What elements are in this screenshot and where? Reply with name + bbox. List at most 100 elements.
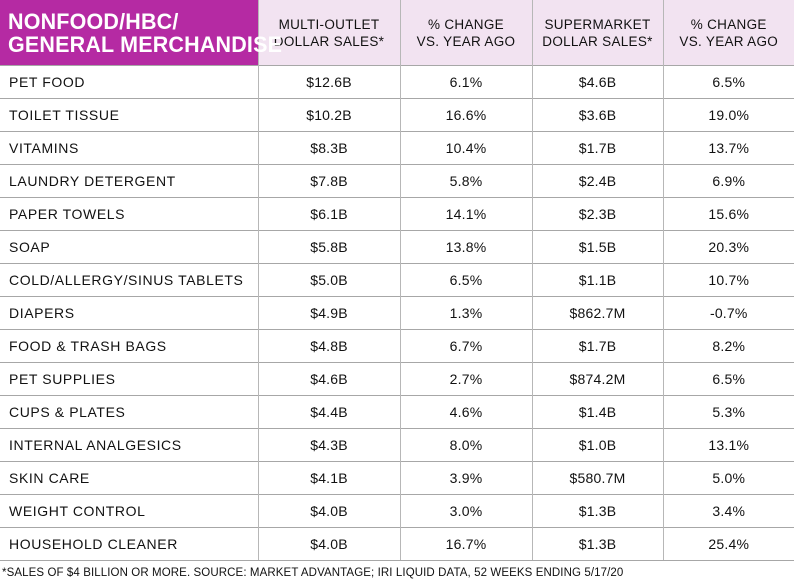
supermarket-sales-cell: $580.7M <box>531 461 663 495</box>
header-supermarket-sales: SUPERMARKET DOLLAR SALES* <box>531 0 663 66</box>
supermarket-sales-cell: $862.7M <box>531 296 663 330</box>
supermarket-sales-cell: $3.6B <box>531 98 663 132</box>
category-cell: PAPER TOWELS <box>0 197 258 231</box>
multi-outlet-change-cell: 6.1% <box>399 65 532 99</box>
table-row: COLD/ALLERGY/SINUS TABLETS $5.0B 6.5% $1… <box>0 263 794 297</box>
category-cell: SOAP <box>0 230 258 264</box>
supermarket-change-cell: 5.0% <box>662 461 794 495</box>
title-line-1: NONFOOD/HBC/ <box>8 8 179 34</box>
header-supermarket-sales-line-2: DOLLAR SALES* <box>542 33 653 49</box>
multi-outlet-change-cell: 3.0% <box>399 494 532 528</box>
multi-outlet-change-cell: 8.0% <box>399 428 532 462</box>
supermarket-change-cell: 6.5% <box>662 362 794 396</box>
header-supermarket-sales-line-1: SUPERMARKET <box>544 16 651 32</box>
multi-outlet-change-cell: 6.7% <box>399 329 532 363</box>
multi-outlet-change-cell: 13.8% <box>399 230 532 264</box>
supermarket-sales-cell: $1.3B <box>531 527 663 561</box>
multi-outlet-sales-cell: $5.0B <box>257 263 400 297</box>
multi-outlet-sales-cell: $5.8B <box>257 230 400 264</box>
category-cell: LAUNDRY DETERGENT <box>0 164 258 198</box>
category-cell: PET SUPPLIES <box>0 362 258 396</box>
header-multi-outlet-change: % CHANGE VS. YEAR AGO <box>399 0 532 66</box>
header-supermarket-change-line-2: VS. YEAR AGO <box>679 33 779 49</box>
sales-table: NONFOOD/HBC/ GENERAL MERCHANDISE MULTI-O… <box>0 0 794 561</box>
table-title: NONFOOD/HBC/ GENERAL MERCHANDISE <box>0 0 283 66</box>
multi-outlet-sales-cell: $4.8B <box>257 329 400 363</box>
category-cell: HOUSEHOLD CLEANER <box>0 527 258 561</box>
supermarket-change-cell: 15.6% <box>662 197 794 231</box>
table-row: INTERNAL ANALGESICS $4.3B 8.0% $1.0B 13.… <box>0 428 794 462</box>
supermarket-change-cell: 3.4% <box>662 494 794 528</box>
supermarket-change-cell: 19.0% <box>662 98 794 132</box>
table-row: TOILET TISSUE $10.2B 16.6% $3.6B 19.0% <box>0 98 794 132</box>
supermarket-sales-cell: $1.0B <box>531 428 663 462</box>
header-multi-outlet-sales-line-1: MULTI-OUTLET <box>278 16 380 32</box>
multi-outlet-sales-cell: $4.4B <box>257 395 400 429</box>
header-supermarket-change: % CHANGE VS. YEAR AGO <box>662 0 794 66</box>
header-multi-outlet-sales: MULTI-OUTLET DOLLAR SALES* <box>257 0 400 66</box>
supermarket-sales-cell: $1.4B <box>531 395 663 429</box>
multi-outlet-sales-cell: $4.6B <box>257 362 400 396</box>
multi-outlet-change-cell: 14.1% <box>399 197 532 231</box>
supermarket-sales-cell: $4.6B <box>531 65 663 99</box>
supermarket-change-cell: 8.2% <box>662 329 794 363</box>
multi-outlet-change-cell: 2.7% <box>399 362 532 396</box>
table-row: VITAMINS $8.3B 10.4% $1.7B 13.7% <box>0 131 794 165</box>
category-cell: CUPS & PLATES <box>0 395 258 429</box>
category-cell: TOILET TISSUE <box>0 98 258 132</box>
multi-outlet-sales-cell: $10.2B <box>257 98 400 132</box>
category-cell: VITAMINS <box>0 131 258 165</box>
multi-outlet-change-cell: 5.8% <box>399 164 532 198</box>
supermarket-sales-cell: $1.7B <box>531 329 663 363</box>
multi-outlet-change-cell: 16.6% <box>399 98 532 132</box>
multi-outlet-change-cell: 4.6% <box>399 395 532 429</box>
header-row: NONFOOD/HBC/ GENERAL MERCHANDISE MULTI-O… <box>0 0 794 66</box>
header-multi-outlet-change-line-2: VS. YEAR AGO <box>416 33 516 49</box>
header-supermarket-change-line-1: % CHANGE <box>690 16 767 32</box>
table-row: SKIN CARE $4.1B 3.9% $580.7M 5.0% <box>0 461 794 495</box>
table-row: FOOD & TRASH BAGS $4.8B 6.7% $1.7B 8.2% <box>0 329 794 363</box>
supermarket-change-cell: 6.9% <box>662 164 794 198</box>
supermarket-change-cell: 10.7% <box>662 263 794 297</box>
supermarket-sales-cell: $1.3B <box>531 494 663 528</box>
multi-outlet-sales-cell: $7.8B <box>257 164 400 198</box>
multi-outlet-change-cell: 3.9% <box>399 461 532 495</box>
multi-outlet-change-cell: 10.4% <box>399 131 532 165</box>
header-multi-outlet-sales-line-2: DOLLAR SALES* <box>273 33 385 49</box>
supermarket-change-cell: 20.3% <box>662 230 794 264</box>
supermarket-sales-cell: $2.3B <box>531 197 663 231</box>
supermarket-sales-cell: $1.7B <box>531 131 663 165</box>
category-cell: WEIGHT CONTROL <box>0 494 258 528</box>
multi-outlet-change-cell: 16.7% <box>399 527 532 561</box>
supermarket-sales-cell: $1.5B <box>531 230 663 264</box>
title-line-2: GENERAL MERCHANDISE <box>8 31 283 57</box>
table-row: SOAP $5.8B 13.8% $1.5B 20.3% <box>0 230 794 264</box>
multi-outlet-sales-cell: $8.3B <box>257 131 400 165</box>
multi-outlet-sales-cell: $4.9B <box>257 296 400 330</box>
category-cell: SKIN CARE <box>0 461 258 495</box>
multi-outlet-change-cell: 6.5% <box>399 263 532 297</box>
multi-outlet-sales-cell: $4.0B <box>257 494 400 528</box>
multi-outlet-sales-cell: $6.1B <box>257 197 400 231</box>
category-cell: DIAPERS <box>0 296 258 330</box>
multi-outlet-change-cell: 1.3% <box>399 296 532 330</box>
supermarket-change-cell: 13.1% <box>662 428 794 462</box>
supermarket-sales-cell: $1.1B <box>531 263 663 297</box>
supermarket-change-cell: 25.4% <box>662 527 794 561</box>
multi-outlet-sales-cell: $4.3B <box>257 428 400 462</box>
supermarket-change-cell: 6.5% <box>662 65 794 99</box>
multi-outlet-sales-cell: $4.1B <box>257 461 400 495</box>
category-cell: FOOD & TRASH BAGS <box>0 329 258 363</box>
category-cell: COLD/ALLERGY/SINUS TABLETS <box>0 263 258 297</box>
supermarket-change-cell: 5.3% <box>662 395 794 429</box>
table-row: PET FOOD $12.6B 6.1% $4.6B 6.5% <box>0 65 794 99</box>
header-multi-outlet-change-line-1: % CHANGE <box>428 16 504 32</box>
table-row: LAUNDRY DETERGENT $7.8B 5.8% $2.4B 6.9% <box>0 164 794 198</box>
footnote: *SALES OF $4 BILLION OR MORE. SOURCE: MA… <box>2 567 624 579</box>
supermarket-sales-cell: $874.2M <box>531 362 663 396</box>
multi-outlet-sales-cell: $12.6B <box>257 65 400 99</box>
table-row: PET SUPPLIES $4.6B 2.7% $874.2M 6.5% <box>0 362 794 396</box>
table-row: WEIGHT CONTROL $4.0B 3.0% $1.3B 3.4% <box>0 494 794 528</box>
category-cell: INTERNAL ANALGESICS <box>0 428 258 462</box>
table-row: HOUSEHOLD CLEANER $4.0B 16.7% $1.3B 25.4… <box>0 527 794 561</box>
